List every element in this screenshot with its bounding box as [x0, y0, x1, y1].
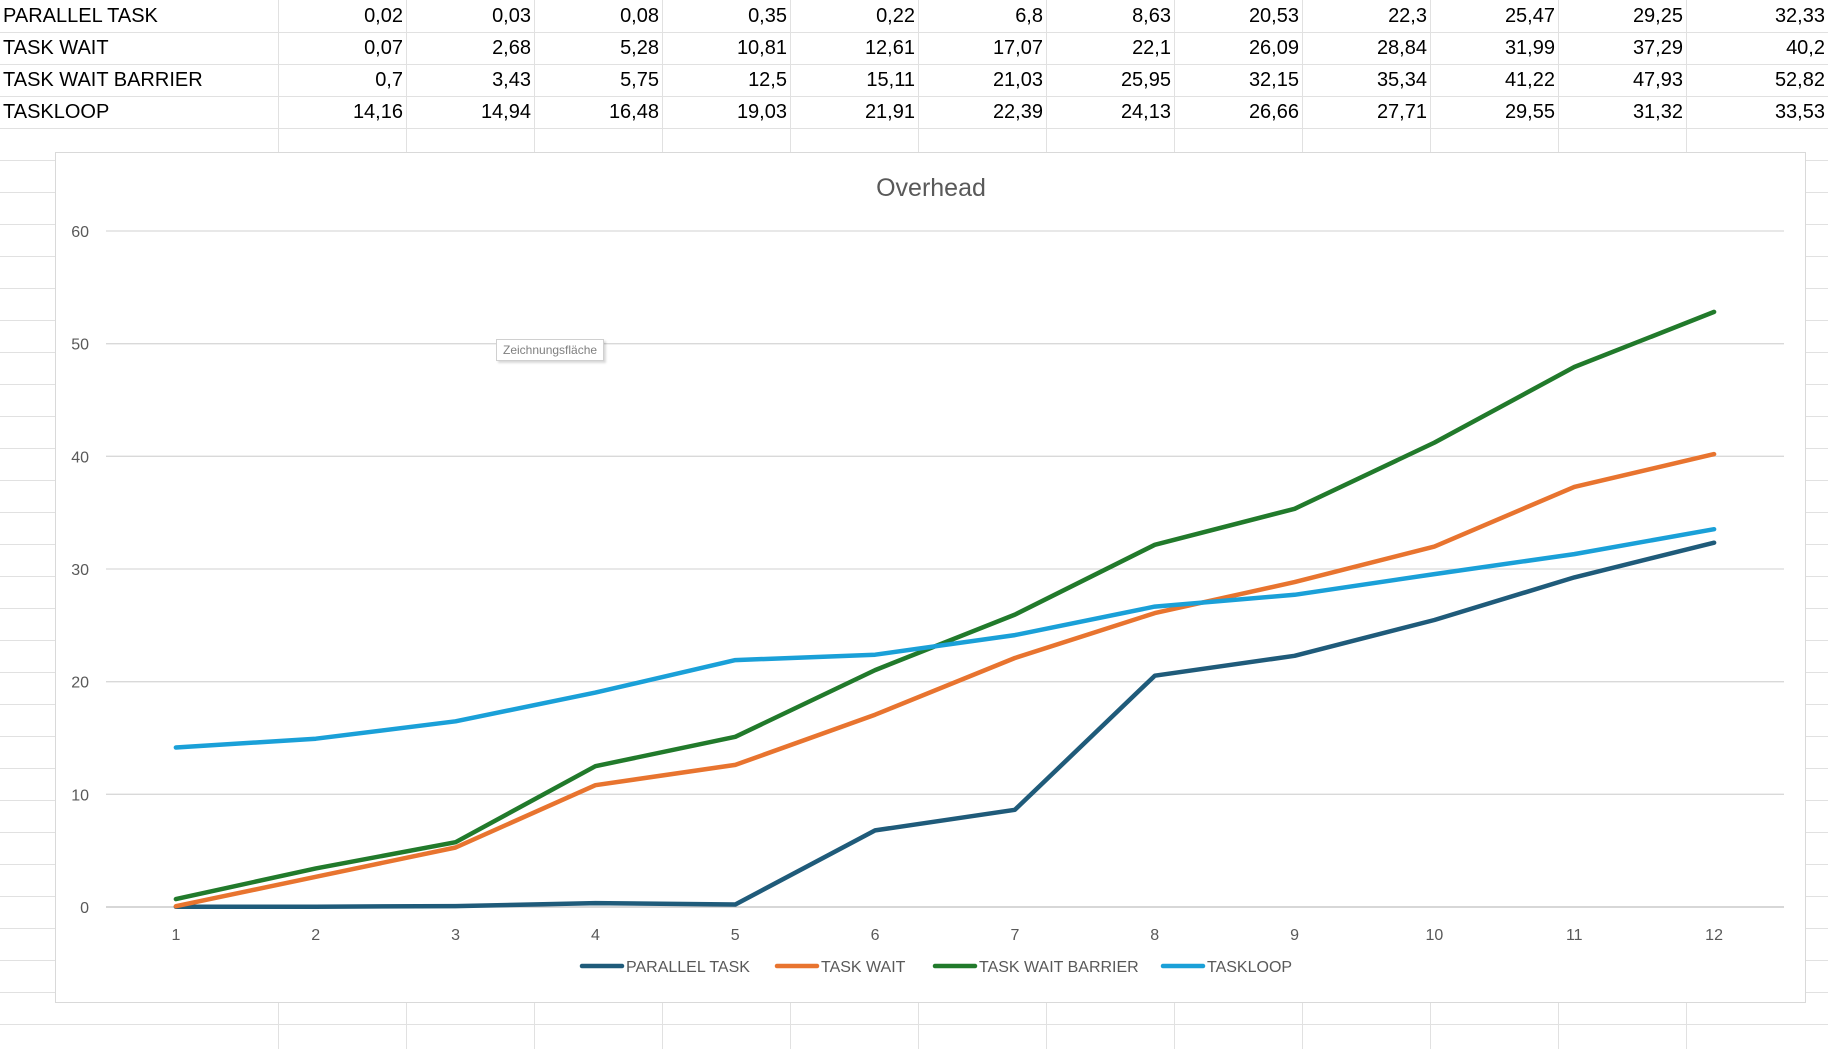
table-cell[interactable]: 19,03 [736, 101, 787, 123]
table-cell[interactable]: 14,16 [352, 101, 403, 123]
plot-area-tooltip: Zeichnungsfläche [496, 339, 605, 361]
table-cell[interactable]: 25,47 [1504, 5, 1555, 27]
legend-entry: PARALLEL TASK [626, 959, 750, 976]
table-cell[interactable]: 0,07 [364, 37, 403, 59]
table-cell[interactable]: 33,53 [1774, 101, 1825, 123]
y-tick-label: 40 [71, 449, 89, 466]
table-cell[interactable]: 16,48 [608, 101, 659, 123]
x-tick-label: 10 [1426, 927, 1444, 944]
table-cell[interactable]: 3,43 [492, 69, 531, 91]
table-cell[interactable]: 6,8 [1015, 5, 1043, 27]
x-tick-label: 6 [871, 927, 880, 944]
x-tick-label: 7 [1010, 927, 1019, 944]
table-cell[interactable]: 5,75 [620, 69, 659, 91]
legend-entry: TASK WAIT [821, 959, 906, 976]
x-tick-label: 1 [171, 927, 180, 944]
table-cell[interactable]: 27,71 [1376, 101, 1427, 123]
table-cell[interactable]: 35,34 [1376, 69, 1427, 91]
row-label[interactable]: TASK WAIT BARRIER [3, 69, 203, 91]
table-cell[interactable]: 32,15 [1248, 69, 1299, 91]
table-cell[interactable]: 0,7 [375, 69, 403, 91]
series-line[interactable] [173, 526, 1717, 750]
legend-entry: TASKLOOP [1207, 959, 1292, 976]
table-cell[interactable]: 29,25 [1632, 5, 1683, 27]
y-tick-label: 50 [71, 337, 89, 354]
x-tick-label: 9 [1290, 927, 1299, 944]
table-cell[interactable]: 52,82 [1774, 69, 1825, 91]
x-tick-label: 8 [1150, 927, 1159, 944]
y-tick-label: 0 [80, 900, 89, 917]
table-cell[interactable]: 0,08 [620, 5, 659, 27]
table-cell[interactable]: 22,39 [992, 101, 1043, 123]
y-tick-label: 20 [71, 675, 89, 692]
chart-title: Overhead [876, 174, 986, 202]
table-cell[interactable]: 15,11 [866, 69, 915, 91]
table-cell[interactable]: 21,91 [864, 101, 915, 123]
table-cell[interactable]: 22,1 [1132, 37, 1171, 59]
y-tick-label: 30 [71, 562, 89, 579]
x-tick-label: 11 [1566, 927, 1583, 944]
table-cell[interactable]: 24,13 [1120, 101, 1171, 123]
y-tick-label: 10 [71, 787, 89, 804]
table-cell[interactable]: 0,02 [364, 5, 403, 27]
table-cell[interactable]: 20,53 [1248, 5, 1299, 27]
table-cell[interactable]: 26,66 [1248, 101, 1299, 123]
x-tick-label: 4 [591, 927, 600, 944]
x-tick-label: 12 [1705, 927, 1723, 944]
table-cell[interactable]: 47,93 [1632, 69, 1683, 91]
table-cell[interactable]: 29,55 [1504, 101, 1555, 123]
table-cell[interactable]: 0,35 [748, 5, 787, 27]
table-cell[interactable]: 12,61 [864, 37, 915, 59]
table-cell[interactable]: 25,95 [1120, 69, 1171, 91]
y-tick-label: 60 [71, 224, 89, 241]
x-tick-label: 2 [311, 927, 320, 944]
table-cell[interactable]: 37,29 [1632, 37, 1683, 59]
table-cell[interactable]: 0,03 [492, 5, 531, 27]
series-line[interactable] [173, 540, 1717, 910]
x-tick-label: 3 [451, 927, 460, 944]
series-line[interactable] [173, 451, 1717, 909]
table-cell[interactable]: 5,28 [620, 37, 659, 59]
table-cell[interactable]: 32,33 [1774, 5, 1825, 27]
table-cell[interactable]: 10,81 [736, 37, 787, 59]
row-label[interactable]: PARALLEL TASK [3, 5, 158, 27]
table-cell[interactable]: 31,99 [1504, 37, 1555, 59]
row-label[interactable]: TASKLOOP [3, 101, 110, 123]
table-cell[interactable]: 14,94 [480, 101, 531, 123]
chart-area[interactable]: Overhead 0 10 20 30 40 50 60 1 2 3 4 5 6 7 8 9 10 11 12 P… [55, 152, 1806, 1003]
table-cell[interactable]: 0,22 [876, 5, 915, 27]
table-cell[interactable]: 28,84 [1376, 37, 1427, 59]
table-cell[interactable]: 2,68 [492, 37, 531, 59]
legend-entry: TASK WAIT BARRIER [979, 959, 1139, 976]
table-cell[interactable]: 8,63 [1132, 5, 1171, 27]
table-cell[interactable]: 41,22 [1504, 69, 1555, 91]
table-cell[interactable]: 40,2 [1786, 37, 1825, 59]
table-cell[interactable]: 17,07 [992, 37, 1043, 59]
table-cell[interactable]: 31,32 [1632, 101, 1683, 123]
table-cell[interactable]: 22,3 [1388, 5, 1427, 27]
table-cell[interactable]: 21,03 [992, 69, 1043, 91]
x-tick-label: 5 [731, 927, 740, 944]
table-cell[interactable]: 26,09 [1248, 37, 1299, 59]
table-cell[interactable]: 12,5 [748, 69, 787, 91]
series-line[interactable] [173, 309, 1717, 902]
row-label[interactable]: TASK WAIT [3, 37, 109, 59]
